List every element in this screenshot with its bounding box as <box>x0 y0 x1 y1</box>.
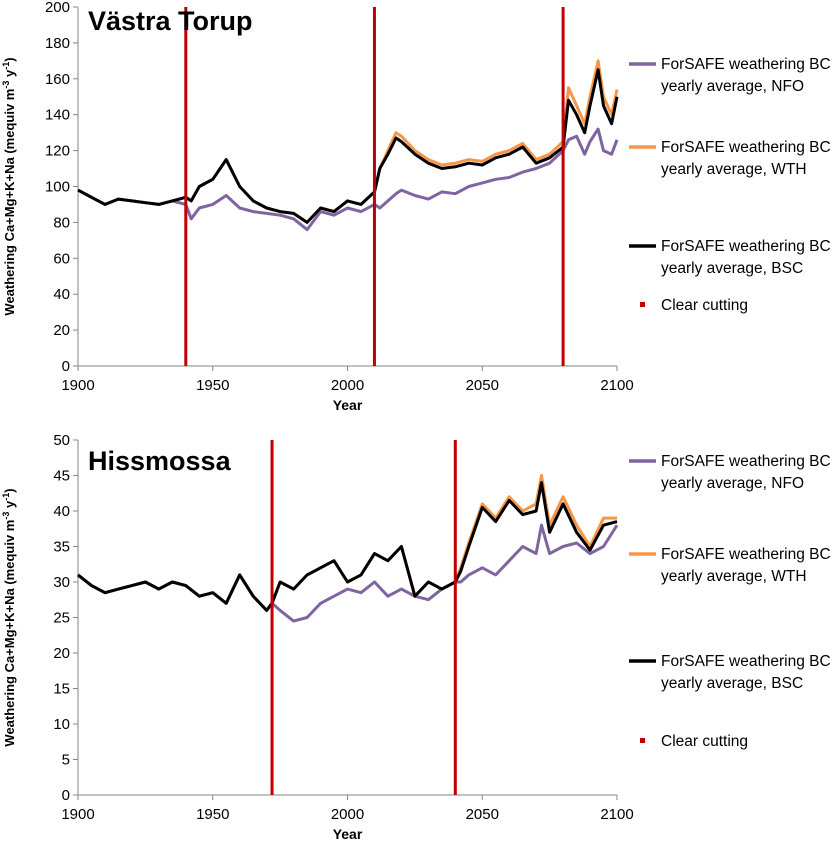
x-tick-label: 2100 <box>600 806 633 823</box>
legend-label-wth: ForSAFE weathering BC yearly average, WTH <box>661 139 831 178</box>
legend-marker-clear-cutting <box>640 302 645 307</box>
series-line-nfo <box>77 127 619 232</box>
x-tick-label: 2050 <box>466 377 499 394</box>
y-tick-label: 20 <box>53 322 70 339</box>
series-line-bsc <box>77 68 619 224</box>
x-tick-label: 1900 <box>61 806 94 823</box>
chart-vastra-torup: 0 20 40 60 80 100 120 140 160 180 200 1900 1950 2000 2… <box>1 0 831 413</box>
y-tick-label: 50 <box>53 432 70 449</box>
legend-label-nfo: ForSAFE weathering BC yearly average, NFO <box>661 453 831 492</box>
y-tick-label: 0 <box>62 787 70 804</box>
x-tick-label: 1950 <box>196 377 229 394</box>
chart-hissmossa: 0 5 10 15 20 25 30 35 40 45 50 1900 1950 2000 2050 2100… <box>1 432 831 842</box>
x-tick-label: 2000 <box>331 377 364 394</box>
y-tick-label: 80 <box>53 214 70 231</box>
y-tick-label: 60 <box>53 250 70 267</box>
y-tick-label: 5 <box>62 752 70 769</box>
y-tick-label: 30 <box>53 574 70 591</box>
y-tick-label: 40 <box>53 286 70 303</box>
series-line-nfo <box>77 523 619 623</box>
legend-label-clear-cutting: Clear cutting <box>661 733 748 750</box>
chart-title: Hissmossa <box>88 446 232 476</box>
y-tick-label: 10 <box>53 716 70 733</box>
legend-label-nfo: ForSAFE weathering BC yearly average, NFO <box>661 56 831 95</box>
chart-panel-vastra-torup: 0 20 40 60 80 100 120 140 160 180 200 1900 1950 2000 2… <box>1 0 831 413</box>
chart-title: Västra Torup <box>88 6 253 36</box>
x-tick-label: 1950 <box>196 806 229 823</box>
series-line-wth <box>77 59 619 224</box>
x-tick-label: 2050 <box>466 806 499 823</box>
y-axis-label: Weathering Ca+Mg+K+Na (mequiv m-3 y-1) <box>1 57 17 315</box>
y-tick-label: 140 <box>45 107 70 124</box>
y-tick-label: 15 <box>53 681 70 698</box>
legend-label-bsc: ForSAFE weathering BC yearly average, BSC <box>661 238 831 277</box>
x-tick-label: 2000 <box>331 806 364 823</box>
x-axis-label: Year <box>333 397 363 413</box>
y-tick-label: 180 <box>45 35 70 52</box>
legend-label-clear-cutting: Clear cutting <box>661 297 748 314</box>
legend-label-bsc: ForSAFE weathering BC yearly average, BSC <box>661 653 831 692</box>
y-tick-label: 0 <box>62 358 70 375</box>
x-tick-label: 2100 <box>600 377 633 394</box>
y-tick-label: 45 <box>53 468 70 485</box>
y-axis-label: Weathering Ca+Mg+K+Na (mequiv m-3 y-1) <box>1 488 17 746</box>
y-tick-label: 20 <box>53 645 70 662</box>
y-tick-label: 100 <box>45 179 70 196</box>
y-tick-label: 200 <box>45 0 70 16</box>
series-line-bsc <box>77 481 618 612</box>
y-tick-label: 120 <box>45 143 70 160</box>
y-tick-label: 25 <box>53 610 70 627</box>
chart-panel-hissmossa: 0 5 10 15 20 25 30 35 40 45 50 1900 1950 2000 2050 2100… <box>0 425 835 850</box>
legend-label-wth: ForSAFE weathering BC yearly average, WTH <box>661 546 831 585</box>
x-tick-label: 1900 <box>61 377 94 394</box>
y-tick-label: 35 <box>53 539 70 556</box>
y-tick-label: 40 <box>53 503 70 520</box>
legend-marker-clear-cutting <box>640 738 645 743</box>
y-tick-label: 160 <box>45 71 70 88</box>
x-axis-label: Year <box>333 826 363 842</box>
